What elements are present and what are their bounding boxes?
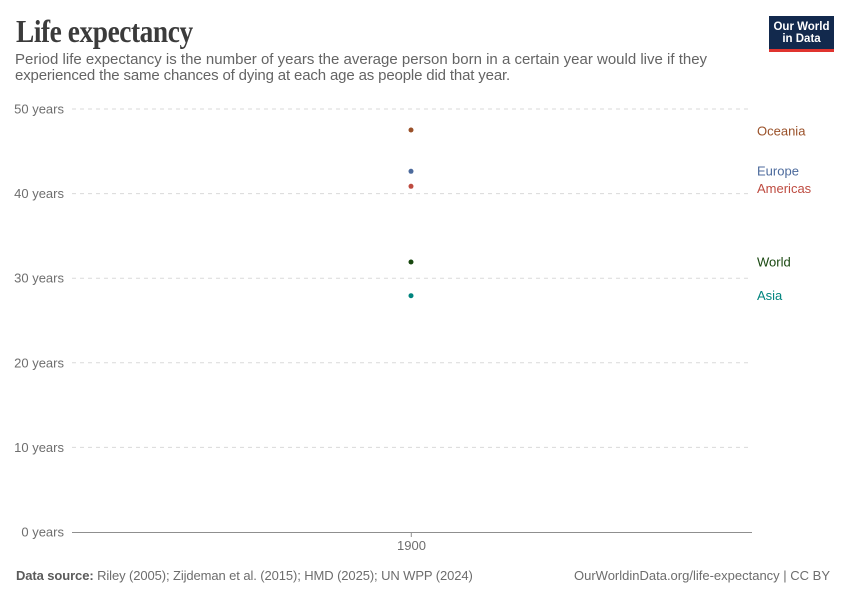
svg-text:10 years: 10 years bbox=[14, 440, 64, 455]
svg-text:0 years: 0 years bbox=[21, 525, 64, 540]
svg-text:1900: 1900 bbox=[397, 538, 426, 553]
svg-text:Oceania: Oceania bbox=[757, 124, 806, 139]
svg-text:40 years: 40 years bbox=[14, 186, 64, 201]
svg-text:Asia: Asia bbox=[757, 288, 783, 303]
svg-text:World: World bbox=[757, 255, 791, 270]
svg-text:30 years: 30 years bbox=[14, 271, 64, 286]
svg-text:Europe: Europe bbox=[757, 164, 799, 179]
svg-text:20 years: 20 years bbox=[14, 355, 64, 370]
svg-text:50 years: 50 years bbox=[14, 102, 64, 117]
svg-text:Americas: Americas bbox=[757, 181, 812, 196]
